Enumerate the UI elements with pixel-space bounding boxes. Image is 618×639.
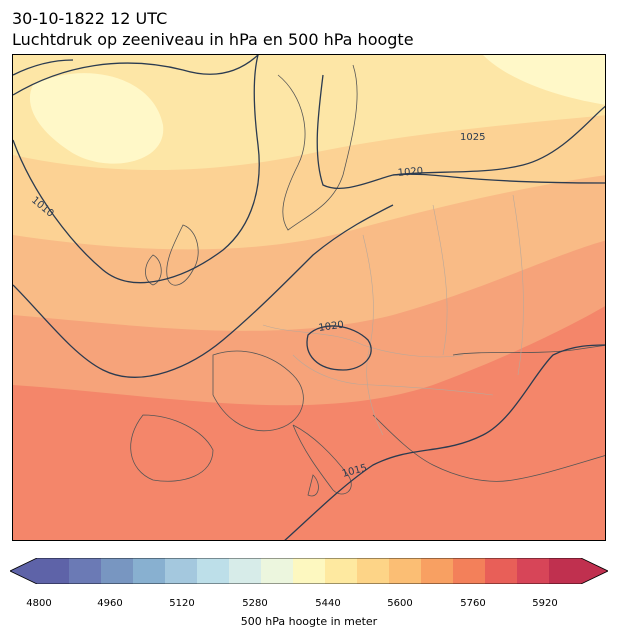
colorbar-tick: 5280 <box>242 598 268 609</box>
colorbar-segment <box>133 558 166 584</box>
colorbar-tick: 5920 <box>532 598 558 609</box>
colorbar-extend-low <box>10 558 37 584</box>
height-band-6b <box>483 55 605 105</box>
colorbar-segment <box>549 558 582 584</box>
colorbar-segment <box>165 558 198 584</box>
colorbar-segment <box>485 558 518 584</box>
colorbar-segment <box>261 558 294 584</box>
colorbar-extend-high <box>581 558 608 584</box>
colorbar-segment <box>293 558 326 584</box>
isobar-1010 <box>13 55 260 284</box>
colorbar-segment <box>421 558 454 584</box>
colorbar-tick: 5440 <box>315 598 341 609</box>
map-timestamp: 30-10-1822 12 UTC <box>12 9 168 28</box>
height-band-6 <box>29 73 164 164</box>
colorbar-segment <box>37 558 70 584</box>
weather-map: 1010 1025 1020 1020 1015 <box>12 54 606 541</box>
colorbar-segment <box>357 558 390 584</box>
colorbar-segment <box>453 558 486 584</box>
map-title: Luchtdruk op zeeniveau in hPa en 500 hPa… <box>12 30 414 49</box>
country-borders <box>262 194 524 436</box>
colorbar-tick: 4800 <box>26 598 52 609</box>
colorbar-segment <box>389 558 422 584</box>
colorbar-tick: 4960 <box>97 598 123 609</box>
isobar-label-1020-cell: 1020 <box>318 320 345 334</box>
coastlines <box>130 64 605 497</box>
colorbar-segment <box>101 558 134 584</box>
isobar-1020-west <box>13 204 394 378</box>
isobar-1020-cell <box>306 325 372 371</box>
isobar-label-1025: 1025 <box>460 132 485 143</box>
colorbar-segment <box>197 558 230 584</box>
isobar-1020-north <box>392 173 605 184</box>
colorbar-segment <box>517 558 550 584</box>
isobar-1015 <box>284 344 605 540</box>
isobars <box>13 55 605 540</box>
height-band-5 <box>13 55 605 170</box>
colorbar-segment <box>69 558 102 584</box>
colorbar-segment <box>229 558 262 584</box>
colorbar <box>10 558 608 584</box>
colorbar-segment <box>325 558 358 584</box>
colorbar-tick: 5760 <box>460 598 486 609</box>
colorbar-tick: 5600 <box>387 598 413 609</box>
colorbar-tick: 5120 <box>169 598 195 609</box>
isobar-label-1020-north: 1020 <box>397 166 423 179</box>
colorbar-label: 500 hPa hoogte in meter <box>240 615 378 628</box>
